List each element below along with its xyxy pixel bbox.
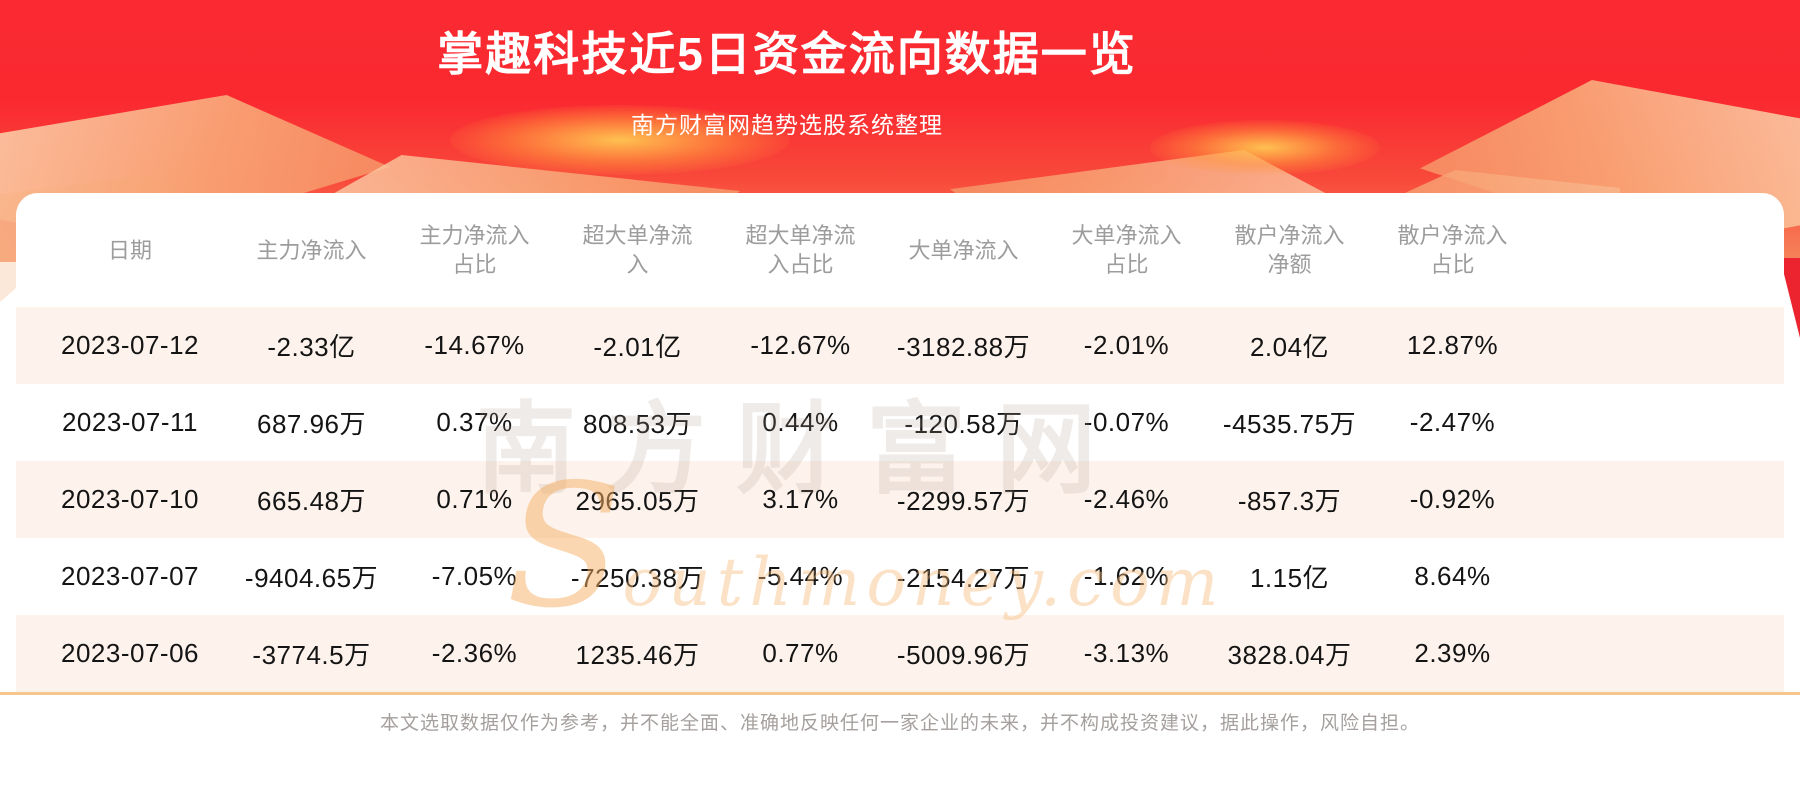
- table-row: 2023-07-07 -9404.65万 -7.05% -7250.38万 -5…: [16, 538, 1784, 615]
- cell-main-net-inflow: -9404.65万: [244, 563, 379, 593]
- page-title: 掌趣科技近5日资金流向数据一览: [437, 28, 1137, 80]
- cell-retail-net-inflow: -4535.75万: [1222, 409, 1357, 439]
- cell-main-net-inflow-ratio: -2.36%: [431, 638, 518, 668]
- cell-super-large-net-inflow-ratio: 0.44%: [762, 407, 839, 437]
- column-header-super-large-net-inflow-ratio: 超大单净流入占比: [745, 223, 856, 277]
- cell-main-net-inflow-ratio: -14.67%: [424, 330, 525, 360]
- cell-main-net-inflow: -3774.5万: [252, 640, 371, 670]
- table-row: 2023-07-10 665.48万 0.71% 2965.05万 3.17% …: [16, 461, 1784, 538]
- cell-retail-net-inflow-ratio: 8.64%: [1414, 561, 1491, 591]
- cell-super-large-net-inflow-ratio: -5.44%: [757, 561, 844, 591]
- disclaimer-text: 本文选取数据仅作为参考，并不能全面、准确地反映任何一家企业的未来，并不构成投资建…: [379, 713, 1420, 734]
- cell-super-large-net-inflow: -2.01亿: [593, 332, 682, 362]
- cell-main-net-inflow: 665.48万: [256, 486, 367, 516]
- table-bottom-divider: [0, 692, 1800, 695]
- cell-retail-net-inflow: 2.04亿: [1249, 332, 1330, 362]
- column-header-retail-net-inflow: 散户净流入净额: [1234, 223, 1345, 277]
- column-header-main-net-inflow-ratio: 主力净流入占比: [419, 223, 530, 277]
- column-header-retail-net-inflow-ratio: 散户净流入占比: [1397, 223, 1508, 277]
- cell-super-large-net-inflow: 1235.46万: [575, 640, 700, 670]
- cell-retail-net-inflow-ratio: -0.92%: [1409, 484, 1496, 514]
- column-header-main-net-inflow: 主力净流入: [256, 237, 367, 263]
- cell-retail-net-inflow-ratio: -2.47%: [1409, 407, 1496, 437]
- cell-main-net-inflow: 687.96万: [256, 409, 367, 439]
- cell-large-net-inflow: -2154.27万: [896, 563, 1031, 593]
- cell-date: 2023-07-12: [61, 330, 199, 360]
- fund-flow-table-card: 日期 主力净流入 主力净流入占比 超大单净流入 超大单净流入占比 大单净流入 大…: [16, 193, 1784, 692]
- cell-large-net-inflow: -3182.88万: [896, 332, 1031, 362]
- table-row: 2023-07-12 -2.33亿 -14.67% -2.01亿 -12.67%…: [16, 307, 1784, 384]
- cell-date: 2023-07-07: [61, 561, 199, 591]
- cell-super-large-net-inflow: 808.53万: [582, 409, 693, 439]
- cell-date: 2023-07-11: [61, 407, 199, 437]
- cell-main-net-inflow-ratio: 0.37%: [436, 407, 513, 437]
- cell-large-net-inflow-ratio: -2.01%: [1083, 330, 1170, 360]
- column-header-date: 日期: [107, 237, 152, 263]
- cell-large-net-inflow-ratio: -1.62%: [1083, 561, 1170, 591]
- page-subtitle: 南方财富网趋势选股系统整理: [631, 112, 943, 138]
- cell-retail-net-inflow: -857.3万: [1237, 486, 1342, 516]
- cell-retail-net-inflow: 1.15亿: [1249, 563, 1330, 593]
- cell-large-net-inflow-ratio: -0.07%: [1083, 407, 1170, 437]
- cell-large-net-inflow-ratio: -3.13%: [1083, 638, 1170, 668]
- cell-large-net-inflow: -120.58万: [904, 409, 1023, 439]
- table-row: 2023-07-11 687.96万 0.37% 808.53万 0.44% -…: [16, 384, 1784, 461]
- cell-large-net-inflow: -5009.96万: [896, 640, 1031, 670]
- column-header-super-large-net-inflow: 超大单净流入: [582, 223, 693, 277]
- column-header-large-net-inflow: 大单净流入: [908, 237, 1019, 263]
- cell-large-net-inflow-ratio: -2.46%: [1083, 484, 1170, 514]
- cell-super-large-net-inflow: 2965.05万: [575, 486, 700, 516]
- cell-super-large-net-inflow: -7250.38万: [570, 563, 705, 593]
- cell-super-large-net-inflow-ratio: 0.77%: [762, 638, 839, 668]
- cell-large-net-inflow: -2299.57万: [896, 486, 1031, 516]
- column-header-large-net-inflow-ratio: 大单净流入占比: [1071, 223, 1182, 277]
- cell-super-large-net-inflow-ratio: -12.67%: [750, 330, 851, 360]
- cell-date: 2023-07-06: [61, 638, 199, 668]
- table-header-row: 日期 主力净流入 主力净流入占比 超大单净流入 超大单净流入占比 大单净流入 大…: [16, 193, 1784, 307]
- banner-text: 掌趣科技近5日资金流向数据一览 南方财富网趋势选股系统整理: [0, 0, 1574, 140]
- cell-main-net-inflow-ratio: 0.71%: [436, 484, 513, 514]
- table-row: 2023-07-06 -3774.5万 -2.36% 1235.46万 0.77…: [16, 615, 1784, 692]
- cell-main-net-inflow: -2.33亿: [267, 332, 356, 362]
- cell-retail-net-inflow-ratio: 12.87%: [1406, 330, 1499, 360]
- cell-super-large-net-inflow-ratio: 3.17%: [762, 484, 839, 514]
- cell-retail-net-inflow: 3828.04万: [1227, 640, 1352, 670]
- cell-main-net-inflow-ratio: -7.05%: [431, 561, 518, 591]
- cell-date: 2023-07-10: [61, 484, 199, 514]
- cell-retail-net-inflow-ratio: 2.39%: [1414, 638, 1491, 668]
